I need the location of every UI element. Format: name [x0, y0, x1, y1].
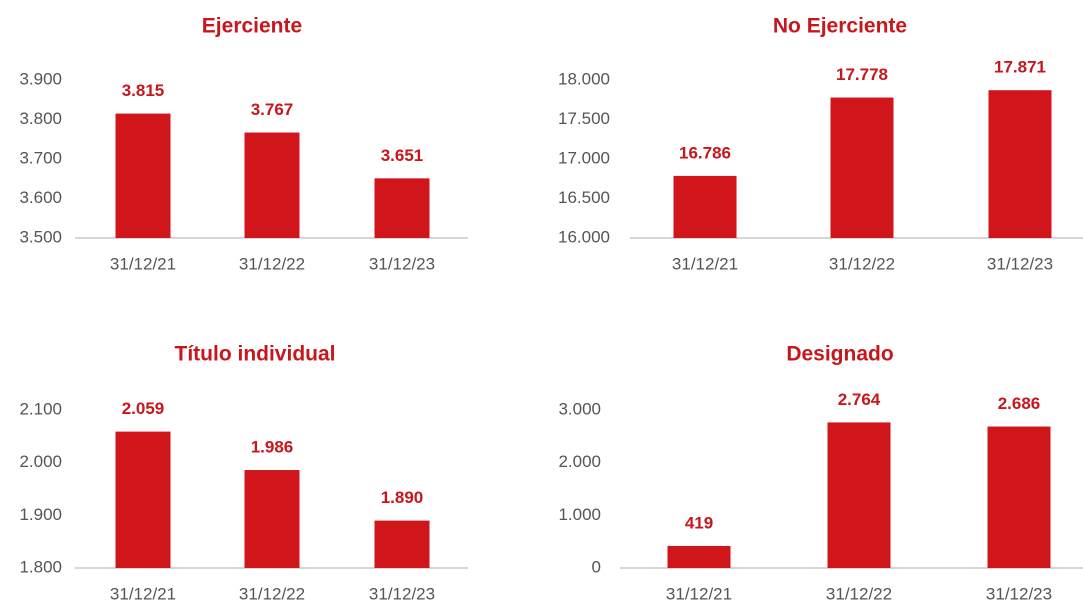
bar [244, 132, 300, 238]
x-tick-label: 31/12/21 [110, 584, 176, 603]
x-tick-label: 31/12/22 [239, 254, 305, 273]
value-label: 3.815 [122, 81, 165, 100]
y-tick-label: 1.800 [19, 557, 62, 576]
value-label: 1.986 [251, 438, 294, 457]
x-tick-label: 31/12/21 [110, 254, 176, 273]
bar [115, 431, 171, 568]
bar [987, 426, 1051, 568]
chart-title: Título individual [175, 343, 336, 366]
bar [830, 97, 894, 239]
y-tick-label: 3.700 [19, 148, 62, 167]
y-tick-label: 16.000 [558, 227, 610, 246]
value-label: 16.786 [679, 143, 731, 162]
y-tick-label: 3.900 [19, 69, 62, 88]
y-tick-label: 2.000 [19, 452, 62, 471]
chart-title: No Ejerciente [773, 15, 907, 38]
value-label: 1.890 [381, 488, 424, 507]
y-tick-label: 2.000 [558, 452, 601, 471]
y-tick-label: 17.000 [558, 148, 610, 167]
value-label: 419 [685, 513, 713, 532]
value-label: 2.764 [838, 390, 881, 409]
bar [374, 520, 430, 568]
bar [667, 545, 731, 568]
x-tick-label: 31/12/22 [826, 584, 892, 603]
chart-title: Designado [786, 343, 893, 366]
y-tick-label: 1.000 [558, 505, 601, 524]
y-tick-label: 17.500 [558, 109, 610, 128]
value-label: 17.778 [836, 65, 888, 84]
value-label: 17.871 [994, 58, 1046, 77]
x-tick-label: 31/12/23 [987, 254, 1053, 273]
value-label: 3.767 [251, 100, 294, 119]
chart-title: Ejerciente [202, 15, 302, 38]
y-tick-label: 18.000 [558, 69, 610, 88]
value-label: 2.686 [998, 394, 1041, 413]
bar [673, 175, 737, 238]
y-tick-label: 3.500 [19, 227, 62, 246]
y-tick-label: 3.800 [19, 109, 62, 128]
x-tick-label: 31/12/23 [369, 584, 435, 603]
bar [115, 113, 171, 238]
x-tick-label: 31/12/23 [369, 254, 435, 273]
y-tick-label: 16.500 [558, 188, 610, 207]
y-tick-label: 2.100 [19, 399, 62, 418]
bar [988, 90, 1052, 238]
bar [374, 178, 430, 238]
y-tick-label: 3.600 [19, 188, 62, 207]
x-tick-label: 31/12/21 [672, 254, 738, 273]
y-tick-label: 1.900 [19, 505, 62, 524]
x-tick-label: 31/12/22 [829, 254, 895, 273]
y-tick-label: 3.000 [558, 399, 601, 418]
x-tick-label: 31/12/23 [986, 584, 1052, 603]
x-tick-label: 31/12/21 [666, 584, 732, 603]
bar [827, 422, 891, 568]
x-tick-label: 31/12/22 [239, 584, 305, 603]
value-label: 3.651 [381, 146, 424, 165]
bar [244, 470, 300, 568]
value-label: 2.059 [122, 399, 165, 418]
y-tick-label: 0 [592, 557, 601, 576]
